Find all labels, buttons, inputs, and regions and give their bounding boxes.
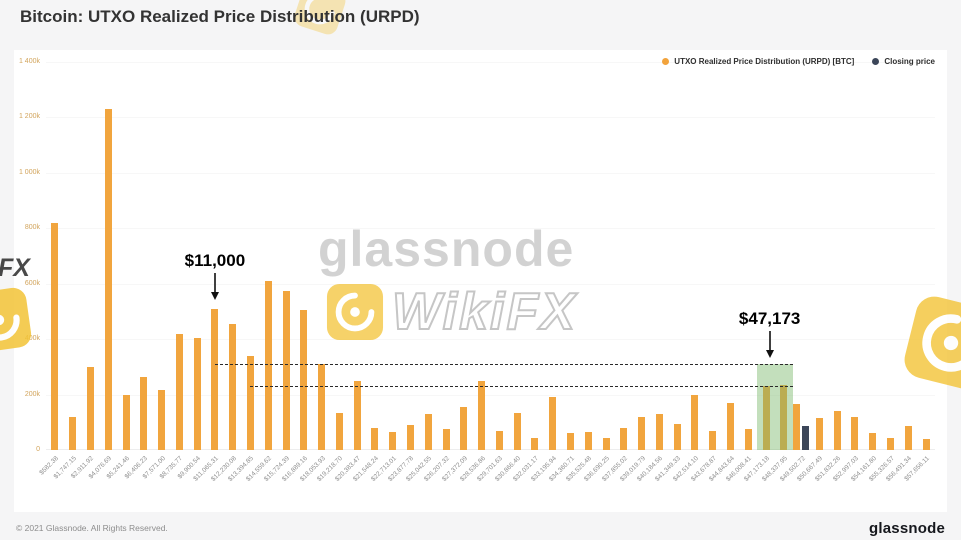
- annotation-label: $11,000: [184, 251, 246, 271]
- gridline: [46, 173, 935, 174]
- bar[interactable]: [655, 413, 663, 450]
- bar[interactable]: [620, 427, 628, 450]
- highlight-region: [757, 364, 793, 450]
- legend-label: UTXO Realized Price Distribution (URPD) …: [674, 57, 855, 66]
- bar[interactable]: [442, 429, 450, 450]
- bar[interactable]: [744, 429, 752, 450]
- bar[interactable]: [904, 426, 912, 450]
- bar[interactable]: [478, 380, 486, 450]
- bar[interactable]: [851, 416, 859, 450]
- closing-price-bar[interactable]: [802, 426, 810, 450]
- dashed-line: [214, 364, 793, 366]
- y-tick-label: 600k: [24, 279, 40, 287]
- bar[interactable]: [229, 323, 237, 450]
- bar[interactable]: [264, 280, 272, 450]
- bar[interactable]: [122, 394, 130, 450]
- bar[interactable]: [691, 394, 699, 450]
- bar[interactable]: [887, 437, 895, 450]
- annotation-arrow-icon: [764, 330, 776, 359]
- annotation-label: $47,173: [738, 308, 801, 328]
- bar[interactable]: [793, 404, 801, 450]
- bar[interactable]: [211, 308, 219, 450]
- y-tick-label: 400k: [24, 335, 40, 343]
- bar[interactable]: [300, 310, 308, 450]
- bar[interactable]: [727, 402, 735, 450]
- bar[interactable]: [584, 431, 592, 450]
- glassnode-logo: glassnode: [869, 519, 945, 537]
- bar[interactable]: [815, 418, 823, 450]
- legend-item-1[interactable]: Closing price: [872, 57, 935, 66]
- bar[interactable]: [531, 437, 539, 450]
- bar[interactable]: [104, 109, 112, 450]
- bar[interactable]: [549, 397, 557, 450]
- bar[interactable]: [158, 390, 166, 450]
- bar[interactable]: [51, 222, 59, 450]
- x-axis: $582.38 $1,747.15 $2,911.92 $4,076.69 $5,241…: [38, 455, 935, 511]
- bar[interactable]: [762, 386, 770, 450]
- bar[interactable]: [406, 425, 414, 450]
- y-tick-label: 1 400k: [18, 58, 40, 65]
- bar[interactable]: [869, 433, 877, 450]
- legend-label: Closing price: [884, 57, 935, 66]
- chart-card: UTXO Realized Price Distribution (URPD) …: [14, 50, 947, 512]
- legend-dot-icon: [662, 58, 670, 65]
- bar[interactable]: [86, 366, 94, 450]
- bar[interactable]: [833, 411, 841, 450]
- bar[interactable]: [335, 412, 343, 450]
- bar[interactable]: [353, 380, 361, 450]
- y-axis: 0 200k 400k 600k 800k 1 000k 1 200k 1 400k: [14, 58, 42, 453]
- footer: © 2021 Glassnode. All Rights Reserved. g…: [0, 516, 961, 540]
- bar[interactable]: [246, 355, 254, 450]
- page-title: Bitcoin: UTXO Realized Price Distributio…: [20, 7, 420, 26]
- bar[interactable]: [495, 430, 503, 450]
- y-tick-label: 200k: [24, 390, 40, 398]
- dashed-line: [250, 385, 793, 387]
- bar[interactable]: [638, 416, 646, 450]
- y-tick-label: 0: [36, 446, 40, 453]
- plot-area[interactable]: $11,000 $47,173: [46, 62, 935, 450]
- bar[interactable]: [424, 413, 432, 450]
- annotation-arrow-icon: [209, 273, 221, 301]
- chart-legend: UTXO Realized Price Distribution (URPD) …: [662, 57, 935, 66]
- bar[interactable]: [567, 433, 574, 450]
- bar[interactable]: [709, 430, 717, 450]
- y-tick-label: 1 000k: [18, 168, 40, 176]
- copyright-text: © 2021 Glassnode. All Rights Reserved.: [16, 523, 168, 533]
- bar[interactable]: [69, 416, 77, 450]
- bar[interactable]: [140, 376, 148, 450]
- y-tick-label: 800k: [24, 224, 40, 232]
- bar[interactable]: [602, 437, 610, 450]
- bar[interactable]: [175, 333, 183, 450]
- bar[interactable]: [282, 290, 290, 450]
- legend-dot-icon: [872, 58, 880, 65]
- y-tick-label: 1 200k: [18, 113, 40, 121]
- bar[interactable]: [513, 412, 521, 450]
- bar[interactable]: [318, 364, 326, 450]
- gridline: [46, 284, 935, 285]
- legend-item-0[interactable]: UTXO Realized Price Distribution (URPD) …: [662, 57, 854, 66]
- gridline: [46, 117, 935, 118]
- bar[interactable]: [193, 337, 201, 450]
- bar[interactable]: [371, 427, 379, 450]
- bar[interactable]: [922, 438, 930, 450]
- bar[interactable]: [460, 407, 468, 450]
- bar[interactable]: [673, 423, 681, 450]
- gridline: [46, 228, 935, 229]
- bar[interactable]: [389, 431, 397, 450]
- bar[interactable]: [780, 384, 788, 450]
